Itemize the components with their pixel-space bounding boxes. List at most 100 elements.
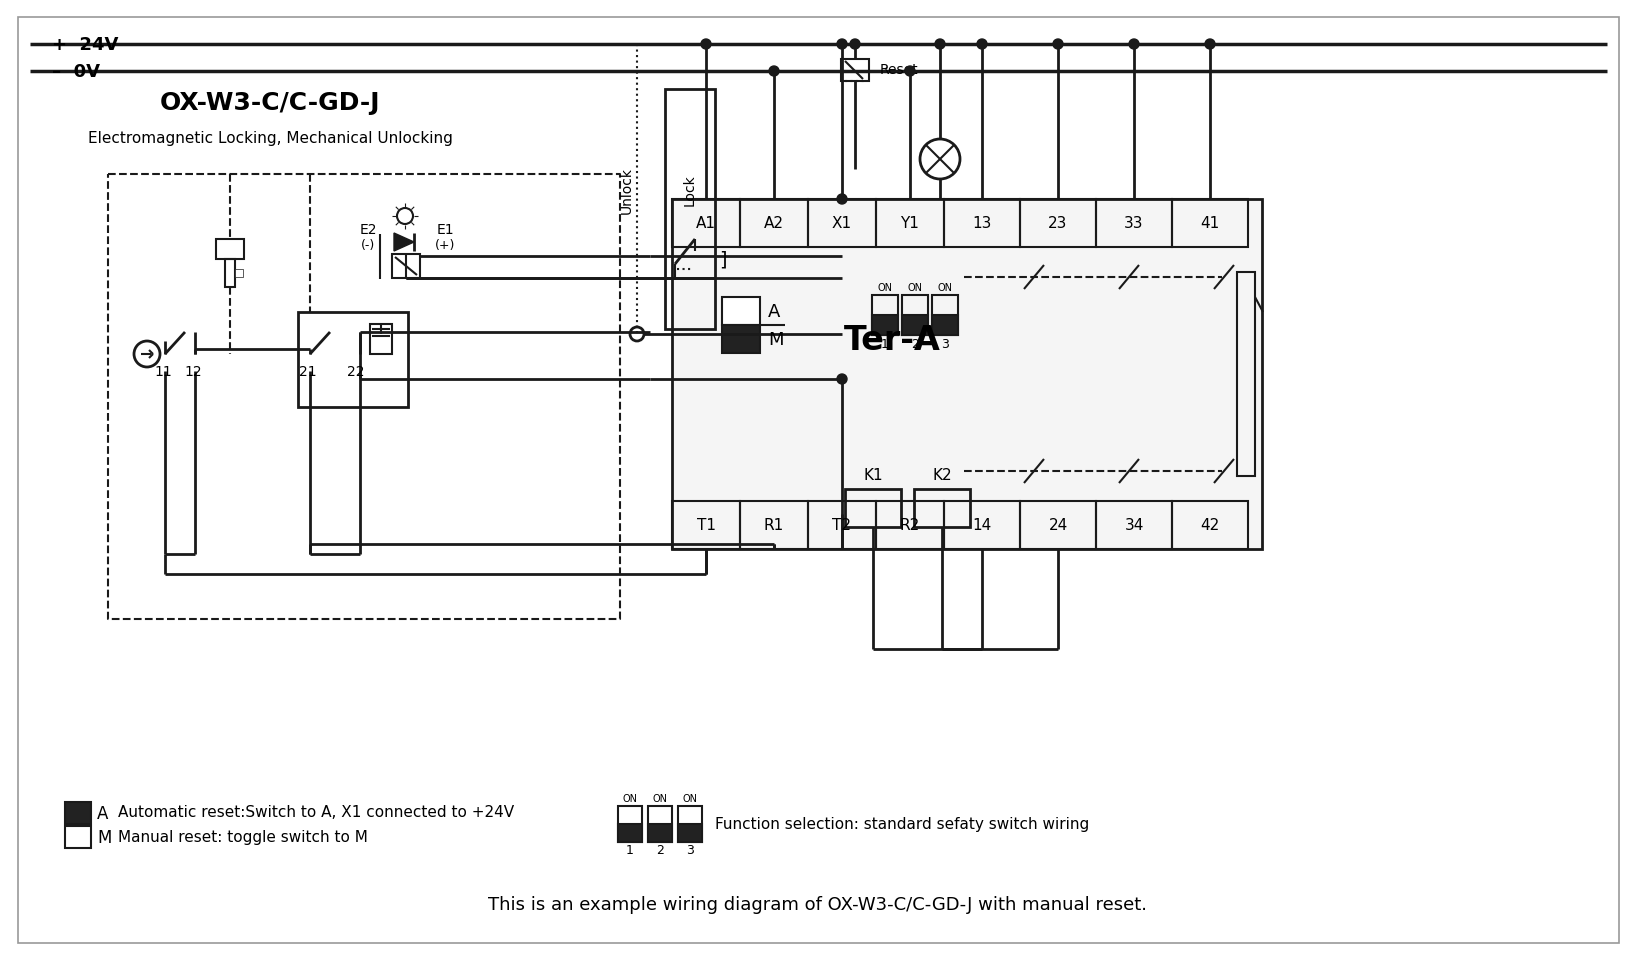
Text: 3: 3: [686, 844, 694, 856]
Text: A: A: [768, 303, 781, 321]
Text: Automatic reset:Switch to A, X1 connected to +24V: Automatic reset:Switch to A, X1 connecte…: [118, 804, 514, 820]
Bar: [236, 270, 242, 278]
Bar: [1097, 200, 1172, 248]
Text: +  24V: + 24V: [52, 36, 118, 54]
Bar: [678, 825, 702, 842]
Bar: [902, 296, 928, 335]
Bar: [298, 312, 408, 407]
Bar: [722, 298, 760, 326]
Text: 21: 21: [300, 364, 318, 379]
Bar: [1020, 200, 1097, 248]
Text: 42: 42: [1200, 518, 1220, 533]
Bar: [809, 502, 876, 550]
Text: ON: ON: [683, 793, 697, 803]
Bar: [673, 200, 1262, 550]
Text: Electromagnetic Locking, Mechanical Unlocking: Electromagnetic Locking, Mechanical Unlo…: [87, 131, 452, 145]
Bar: [945, 200, 1020, 248]
Text: ON: ON: [622, 793, 637, 803]
Bar: [873, 296, 899, 335]
Text: ON: ON: [877, 283, 892, 293]
Text: ON: ON: [907, 283, 923, 293]
Bar: [619, 825, 642, 842]
Text: 3: 3: [941, 338, 949, 351]
Bar: [665, 90, 715, 330]
Text: T1: T1: [696, 518, 715, 533]
Circle shape: [905, 67, 915, 77]
Text: (+): (+): [435, 238, 455, 251]
Bar: [931, 315, 958, 335]
Text: K1: K1: [863, 468, 882, 483]
Circle shape: [977, 40, 987, 50]
Text: X1: X1: [832, 216, 853, 232]
Text: M: M: [768, 331, 784, 349]
Text: Function selection: standard sefaty switch wiring: Function selection: standard sefaty swit…: [715, 817, 1089, 831]
Bar: [648, 806, 673, 842]
Bar: [876, 502, 945, 550]
Bar: [648, 825, 673, 842]
Text: 11: 11: [154, 364, 172, 379]
Bar: [65, 802, 92, 825]
Text: This is an example wiring diagram of OX-W3-C/C-GD-J with manual reset.: This is an example wiring diagram of OX-…: [488, 895, 1148, 913]
Bar: [740, 200, 809, 248]
Text: A2: A2: [764, 216, 784, 232]
Text: Reset: Reset: [881, 62, 918, 77]
Text: 33: 33: [1125, 216, 1144, 232]
Text: K2: K2: [931, 468, 951, 483]
Text: 41: 41: [1200, 216, 1220, 232]
Bar: [65, 826, 92, 849]
Text: 22: 22: [347, 364, 365, 379]
Bar: [873, 315, 899, 335]
Text: Unlock: Unlock: [620, 166, 634, 213]
Bar: [370, 325, 391, 355]
Text: Manual reset: toggle switch to M: Manual reset: toggle switch to M: [118, 829, 368, 845]
Text: E1: E1: [435, 223, 453, 236]
Bar: [740, 502, 809, 550]
Circle shape: [837, 40, 846, 50]
Circle shape: [837, 195, 846, 205]
Bar: [809, 200, 876, 248]
Text: 12: 12: [185, 364, 201, 379]
Bar: [1097, 502, 1172, 550]
Text: E2: E2: [359, 223, 377, 236]
Bar: [678, 806, 702, 842]
Text: R2: R2: [900, 518, 920, 533]
Text: Ter-A: Ter-A: [843, 323, 940, 357]
Bar: [619, 806, 642, 842]
Text: 1: 1: [625, 844, 634, 856]
Circle shape: [1130, 40, 1139, 50]
Text: Y1: Y1: [900, 216, 920, 232]
Text: A: A: [97, 804, 108, 823]
Bar: [841, 60, 869, 82]
Bar: [722, 326, 760, 354]
Text: ON: ON: [938, 283, 953, 293]
Bar: [902, 315, 928, 335]
Text: A1: A1: [696, 216, 715, 232]
Circle shape: [1053, 40, 1062, 50]
Circle shape: [1205, 40, 1215, 50]
Text: 34: 34: [1125, 518, 1144, 533]
Text: –  0V: – 0V: [52, 62, 100, 81]
Text: Lock: Lock: [683, 174, 697, 206]
Bar: [391, 255, 421, 279]
Text: 14: 14: [972, 518, 992, 533]
Text: T2: T2: [833, 518, 851, 533]
Bar: [845, 489, 900, 528]
Text: M: M: [97, 828, 111, 846]
Polygon shape: [395, 234, 414, 252]
Text: 13: 13: [972, 216, 992, 232]
Bar: [1172, 502, 1247, 550]
Bar: [224, 259, 236, 287]
Circle shape: [837, 375, 846, 384]
Circle shape: [935, 40, 945, 50]
Bar: [216, 239, 244, 259]
Bar: [931, 296, 958, 335]
Text: (-): (-): [360, 238, 375, 251]
Bar: [673, 200, 740, 248]
Circle shape: [769, 67, 779, 77]
Text: 24: 24: [1048, 518, 1067, 533]
Bar: [673, 502, 740, 550]
Text: 1: 1: [881, 338, 889, 351]
Bar: [945, 502, 1020, 550]
Bar: [1020, 502, 1097, 550]
Text: 2: 2: [912, 338, 918, 351]
